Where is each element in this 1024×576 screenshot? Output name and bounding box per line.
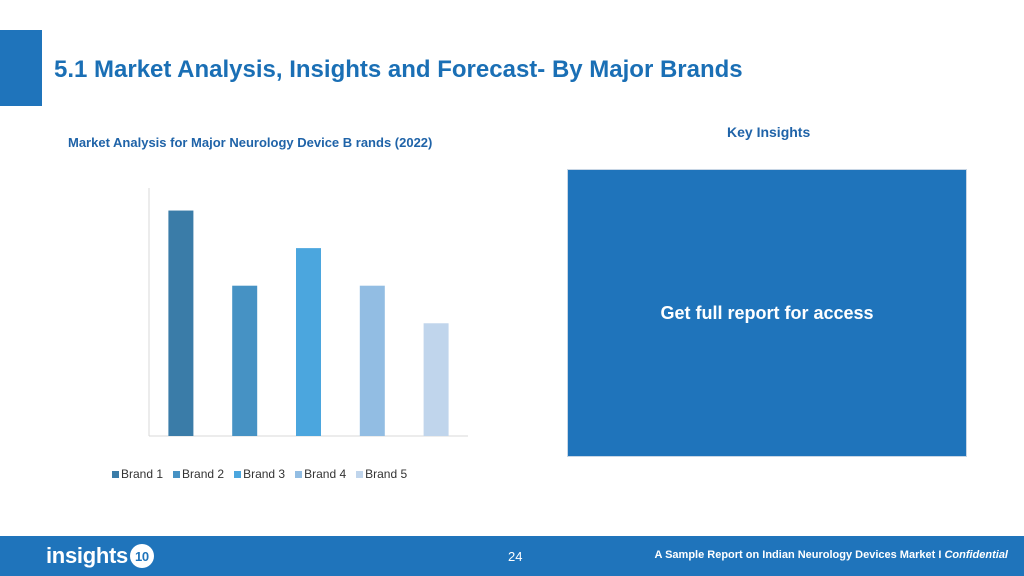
footer-bar: insights 10 24 A Sample Report on Indian…: [0, 536, 1024, 576]
locked-insights-panel[interactable]: Get full report for access: [567, 169, 967, 457]
bars-group: [168, 210, 449, 436]
legend-swatch: [295, 470, 303, 478]
bar-brand-5: [423, 323, 449, 436]
insights10-logo: insights 10: [46, 543, 154, 569]
key-insights-heading: Key Insights: [727, 124, 811, 140]
locked-insights-text: Get full report for access: [660, 302, 874, 323]
legend-item-brand-3: Brand 3: [234, 467, 285, 481]
chart-title: Market Analysis for Major Neurology Devi…: [68, 135, 433, 150]
bar-brand-2: [232, 285, 258, 436]
legend-label: Brand 2: [182, 467, 225, 481]
legend-item-brand-1: Brand 1: [112, 467, 163, 481]
legend-swatch: [234, 470, 242, 478]
page-number: 24: [508, 549, 523, 564]
legend-swatch: [112, 470, 119, 478]
bar-brand-3: [296, 248, 321, 436]
legend-swatch: [173, 470, 181, 478]
bar-brand-4: [359, 285, 385, 436]
chart-legend: Brand 1 Brand 2 Brand 3 Brand 4 Brand 5: [112, 467, 407, 481]
legend-item-brand-5: Brand 5: [356, 467, 407, 481]
legend-label: Brand 4: [304, 467, 347, 481]
title-accent-block: [0, 30, 42, 106]
legend-item-brand-4: Brand 4: [295, 467, 346, 481]
legend-label: Brand 3: [243, 467, 286, 481]
footer-note: A Sample Report on Indian Neurology Devi…: [655, 549, 1009, 561]
logo-badge: 10: [129, 544, 154, 568]
legend-label: Brand 5: [365, 467, 408, 481]
bar-brand-1: [168, 210, 194, 436]
logo-wordmark: insights: [46, 543, 128, 568]
footer-note-text: A Sample Report on Indian Neurology Devi…: [654, 549, 945, 561]
legend-label: Brand 1: [121, 467, 164, 481]
footer-note-emphasis: Confidential: [944, 549, 1008, 561]
legend-swatch: [356, 470, 364, 478]
legend-item-brand-2: Brand 2: [173, 467, 224, 481]
page-title: 5.1 Market Analysis, Insights and Foreca…: [54, 56, 743, 83]
